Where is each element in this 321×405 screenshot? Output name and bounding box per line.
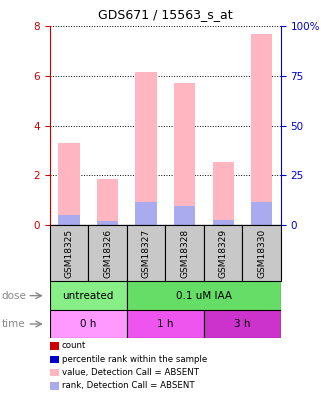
Bar [127,225,165,281]
Text: GSM18328: GSM18328 [180,228,189,278]
Text: percentile rank within the sample: percentile rank within the sample [62,355,207,364]
Bar [174,206,195,225]
Text: 3 h: 3 h [234,319,251,329]
Text: count: count [62,341,86,350]
Bar [58,215,80,225]
Bar [135,202,157,225]
Bar [213,162,234,225]
Text: GDS671 / 15563_s_at: GDS671 / 15563_s_at [98,8,233,21]
Text: time: time [2,319,25,329]
Bar [50,281,127,310]
Text: GSM18330: GSM18330 [257,228,266,278]
Bar [135,72,157,225]
Text: rank, Detection Call = ABSENT: rank, Detection Call = ABSENT [62,382,195,390]
Bar [251,34,272,225]
Text: 0 h: 0 h [80,319,97,329]
Bar [50,310,127,338]
Text: 1 h: 1 h [157,319,174,329]
Text: dose: dose [2,291,26,301]
Text: GSM18325: GSM18325 [65,228,74,278]
Bar [97,179,118,225]
Bar [88,225,127,281]
Bar [242,225,281,281]
Text: GSM18329: GSM18329 [219,228,228,278]
Bar [127,281,281,310]
Bar [204,310,281,338]
Text: GSM18327: GSM18327 [142,228,151,278]
Bar [50,225,88,281]
Text: value, Detection Call = ABSENT: value, Detection Call = ABSENT [62,368,199,377]
Bar [251,202,272,225]
Bar [213,220,234,225]
Text: 0.1 uM IAA: 0.1 uM IAA [176,291,232,301]
Text: GSM18326: GSM18326 [103,228,112,278]
Text: untreated: untreated [63,291,114,301]
Bar [127,310,204,338]
Bar [58,143,80,225]
Bar [97,221,118,225]
Bar [174,83,195,225]
Bar [165,225,204,281]
Bar [204,225,242,281]
